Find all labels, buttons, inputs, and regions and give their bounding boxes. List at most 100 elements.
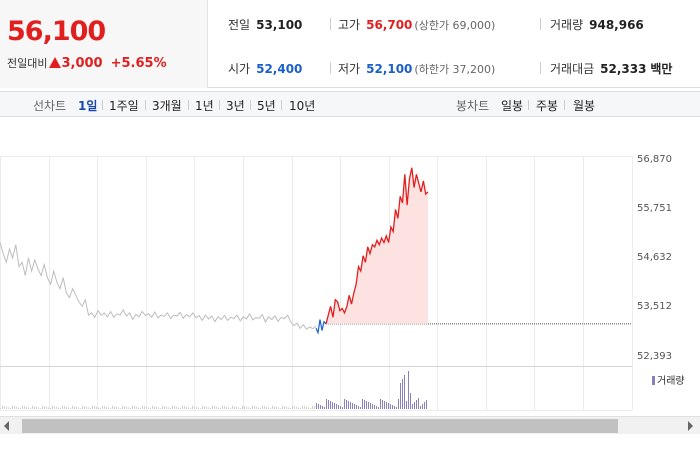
volume-bar [4,406,5,409]
volume-bar [92,405,93,409]
volume-bar [202,405,203,409]
volume-bar [76,406,77,409]
volume-bar [230,408,231,409]
volume-bar [182,405,183,409]
volume-bar [180,408,181,409]
volume-bar [186,406,187,409]
volume-bar [348,401,349,409]
volume-bar [418,398,419,409]
period-5y[interactable]: 5년 [257,99,276,113]
open-cell: 시가 52,400 [228,60,302,77]
y-axis-ticks: 56,870 55,751 54,632 53,512 52,393 [637,154,672,362]
period-1w[interactable]: 1주일 [109,99,139,113]
volume-bar [294,406,295,409]
volume-bar [176,406,177,409]
trade-value-unit: 백만 [650,62,673,76]
horizontal-scrollbar[interactable] [0,416,700,434]
today-area-fill [326,167,428,324]
volume-bar [68,407,69,409]
candle-chart-label: 봉차트 [456,99,490,113]
period-1d[interactable]: 1일 [78,99,98,113]
volume-bar [414,402,415,409]
volume-bar [298,407,299,409]
volume-bar [90,408,91,409]
volume-bar [354,404,355,409]
period-3m[interactable]: 3개월 [152,99,182,113]
volume-bar [120,408,121,409]
trade-value-cell: 거래대금 52,333 백만 [550,60,672,77]
period-1y[interactable]: 1년 [195,99,214,113]
volume-bar [66,406,67,409]
volume-bar [324,407,325,409]
volume-bar [386,402,387,409]
candle-weekly[interactable]: 주봉 [536,99,559,113]
divider [330,18,331,30]
volume-bar [164,406,165,409]
volume-bar [64,406,65,409]
y-tick-label: 55,751 [637,203,672,214]
volume-bar [192,405,193,409]
volume-bar [216,406,217,409]
volume-bar [148,407,149,409]
volume-bar [256,406,257,409]
divider [528,100,529,110]
high-value: 56,700 [366,18,413,32]
change-row: 전일대비 3,000 +5.65% [7,55,167,71]
volume-bar [158,407,159,409]
volume-bar [412,404,413,409]
price-chart[interactable]: 56,870 55,751 54,632 53,512 52,393 [0,118,700,418]
volume-bar [2,405,3,409]
volume-bar [152,405,153,409]
candle-monthly[interactable]: 월봉 [573,99,596,113]
line-chart-label: 선차트 [33,99,67,113]
volume-bar [140,408,141,409]
y-tick-label: 56,870 [637,154,672,165]
volume-bar [30,408,31,409]
volume-bar [280,408,281,409]
volume-bars [0,371,427,409]
volume-bar [310,408,311,409]
volume-bar [190,408,191,409]
volume-bar [332,402,333,409]
volume-bar [366,401,367,409]
volume-bar [320,405,321,409]
divider [145,100,146,110]
volume-bar [372,404,373,409]
volume-bar [344,399,345,409]
volume-bar [370,403,371,409]
volume-bar [238,407,239,409]
volume-bar [290,408,291,409]
scroll-thumb[interactable] [22,419,618,433]
volume-bar [170,408,171,409]
low-cell: 저가 52,100 (하한가 37,200) [338,60,495,77]
candle-daily[interactable]: 일봉 [501,99,524,113]
volume-bar [352,403,353,409]
volume-bar [156,406,157,409]
volume-bar [268,407,269,409]
volume-bar [122,405,123,409]
price-summary: 56,100 전일대비 3,000 +5.65% [0,0,208,88]
volume-bar [160,408,161,409]
volume-bar [96,406,97,409]
trade-value: 52,333 [600,62,647,76]
volume-bar [272,405,273,409]
change-value: 3,000 [61,56,103,71]
volume-bar [246,406,247,409]
volume-bar [154,406,155,409]
scroll-right-icon[interactable] [688,421,693,431]
period-3y[interactable]: 3년 [226,99,245,113]
scroll-left-icon[interactable] [4,421,9,431]
volume-bar [56,406,57,409]
volume-bar [194,406,195,409]
volume-bar [420,406,421,409]
volume-bar [364,400,365,409]
high-label: 고가 [338,18,361,32]
prev-close-label: 전일 [228,18,251,32]
volume-bar [264,406,265,409]
previous-day-line [0,242,317,330]
volume-bar [316,403,317,409]
volume-bar [254,406,255,409]
period-10y[interactable]: 10년 [289,99,316,113]
volume-bar [44,406,45,409]
volume-bar [302,405,303,409]
